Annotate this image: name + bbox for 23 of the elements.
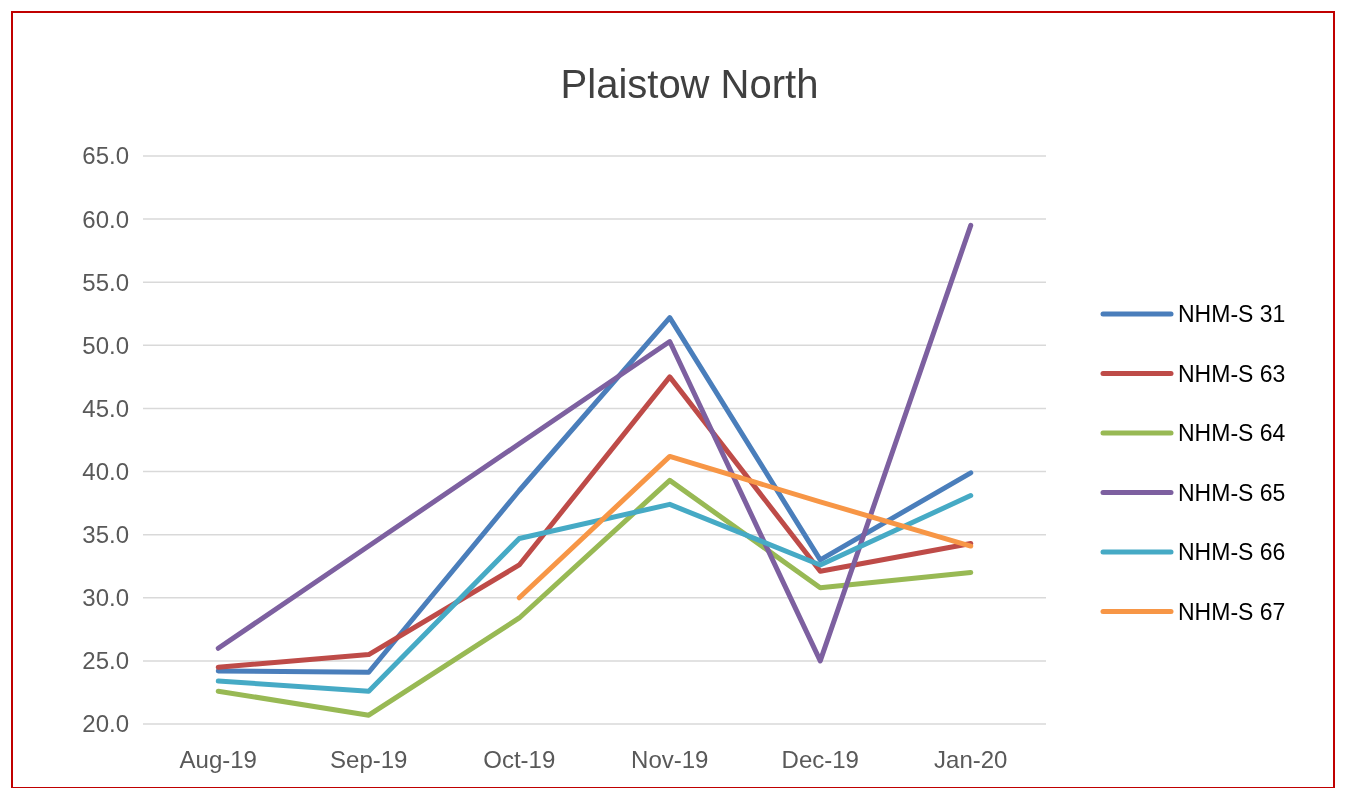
y-tick-label: 50.0 bbox=[82, 331, 129, 359]
y-tick-label: 65.0 bbox=[82, 142, 129, 170]
x-tick-label: Jan-20 bbox=[934, 746, 1008, 773]
x-tick-label: Aug-19 bbox=[179, 746, 257, 773]
y-tick-label: 20.0 bbox=[82, 710, 129, 738]
y-tick-label: 60.0 bbox=[82, 205, 129, 233]
legend-label: NHM-S 65 bbox=[1178, 479, 1286, 506]
y-tick-label: 45.0 bbox=[82, 394, 129, 422]
y-tick-label: 25.0 bbox=[82, 647, 129, 675]
y-tick-label: 55.0 bbox=[82, 268, 129, 296]
y-tick-label: 30.0 bbox=[82, 584, 129, 612]
legend-label: NHM-S 67 bbox=[1178, 598, 1286, 625]
legend-label: NHM-S 66 bbox=[1178, 539, 1286, 566]
x-tick-label: Sep-19 bbox=[330, 746, 408, 773]
legend-label: NHM-S 63 bbox=[1178, 360, 1286, 387]
y-tick-label: 40.0 bbox=[82, 457, 129, 485]
x-tick-label: Oct-19 bbox=[483, 746, 556, 773]
y-tick-label: 35.0 bbox=[82, 521, 129, 549]
legend-label: NHM-S 31 bbox=[1178, 301, 1286, 328]
x-tick-label: Nov-19 bbox=[631, 746, 709, 773]
legend-label: NHM-S 64 bbox=[1178, 420, 1286, 447]
x-tick-label: Dec-19 bbox=[781, 746, 859, 773]
chart-title: Plaistow North bbox=[560, 62, 819, 106]
